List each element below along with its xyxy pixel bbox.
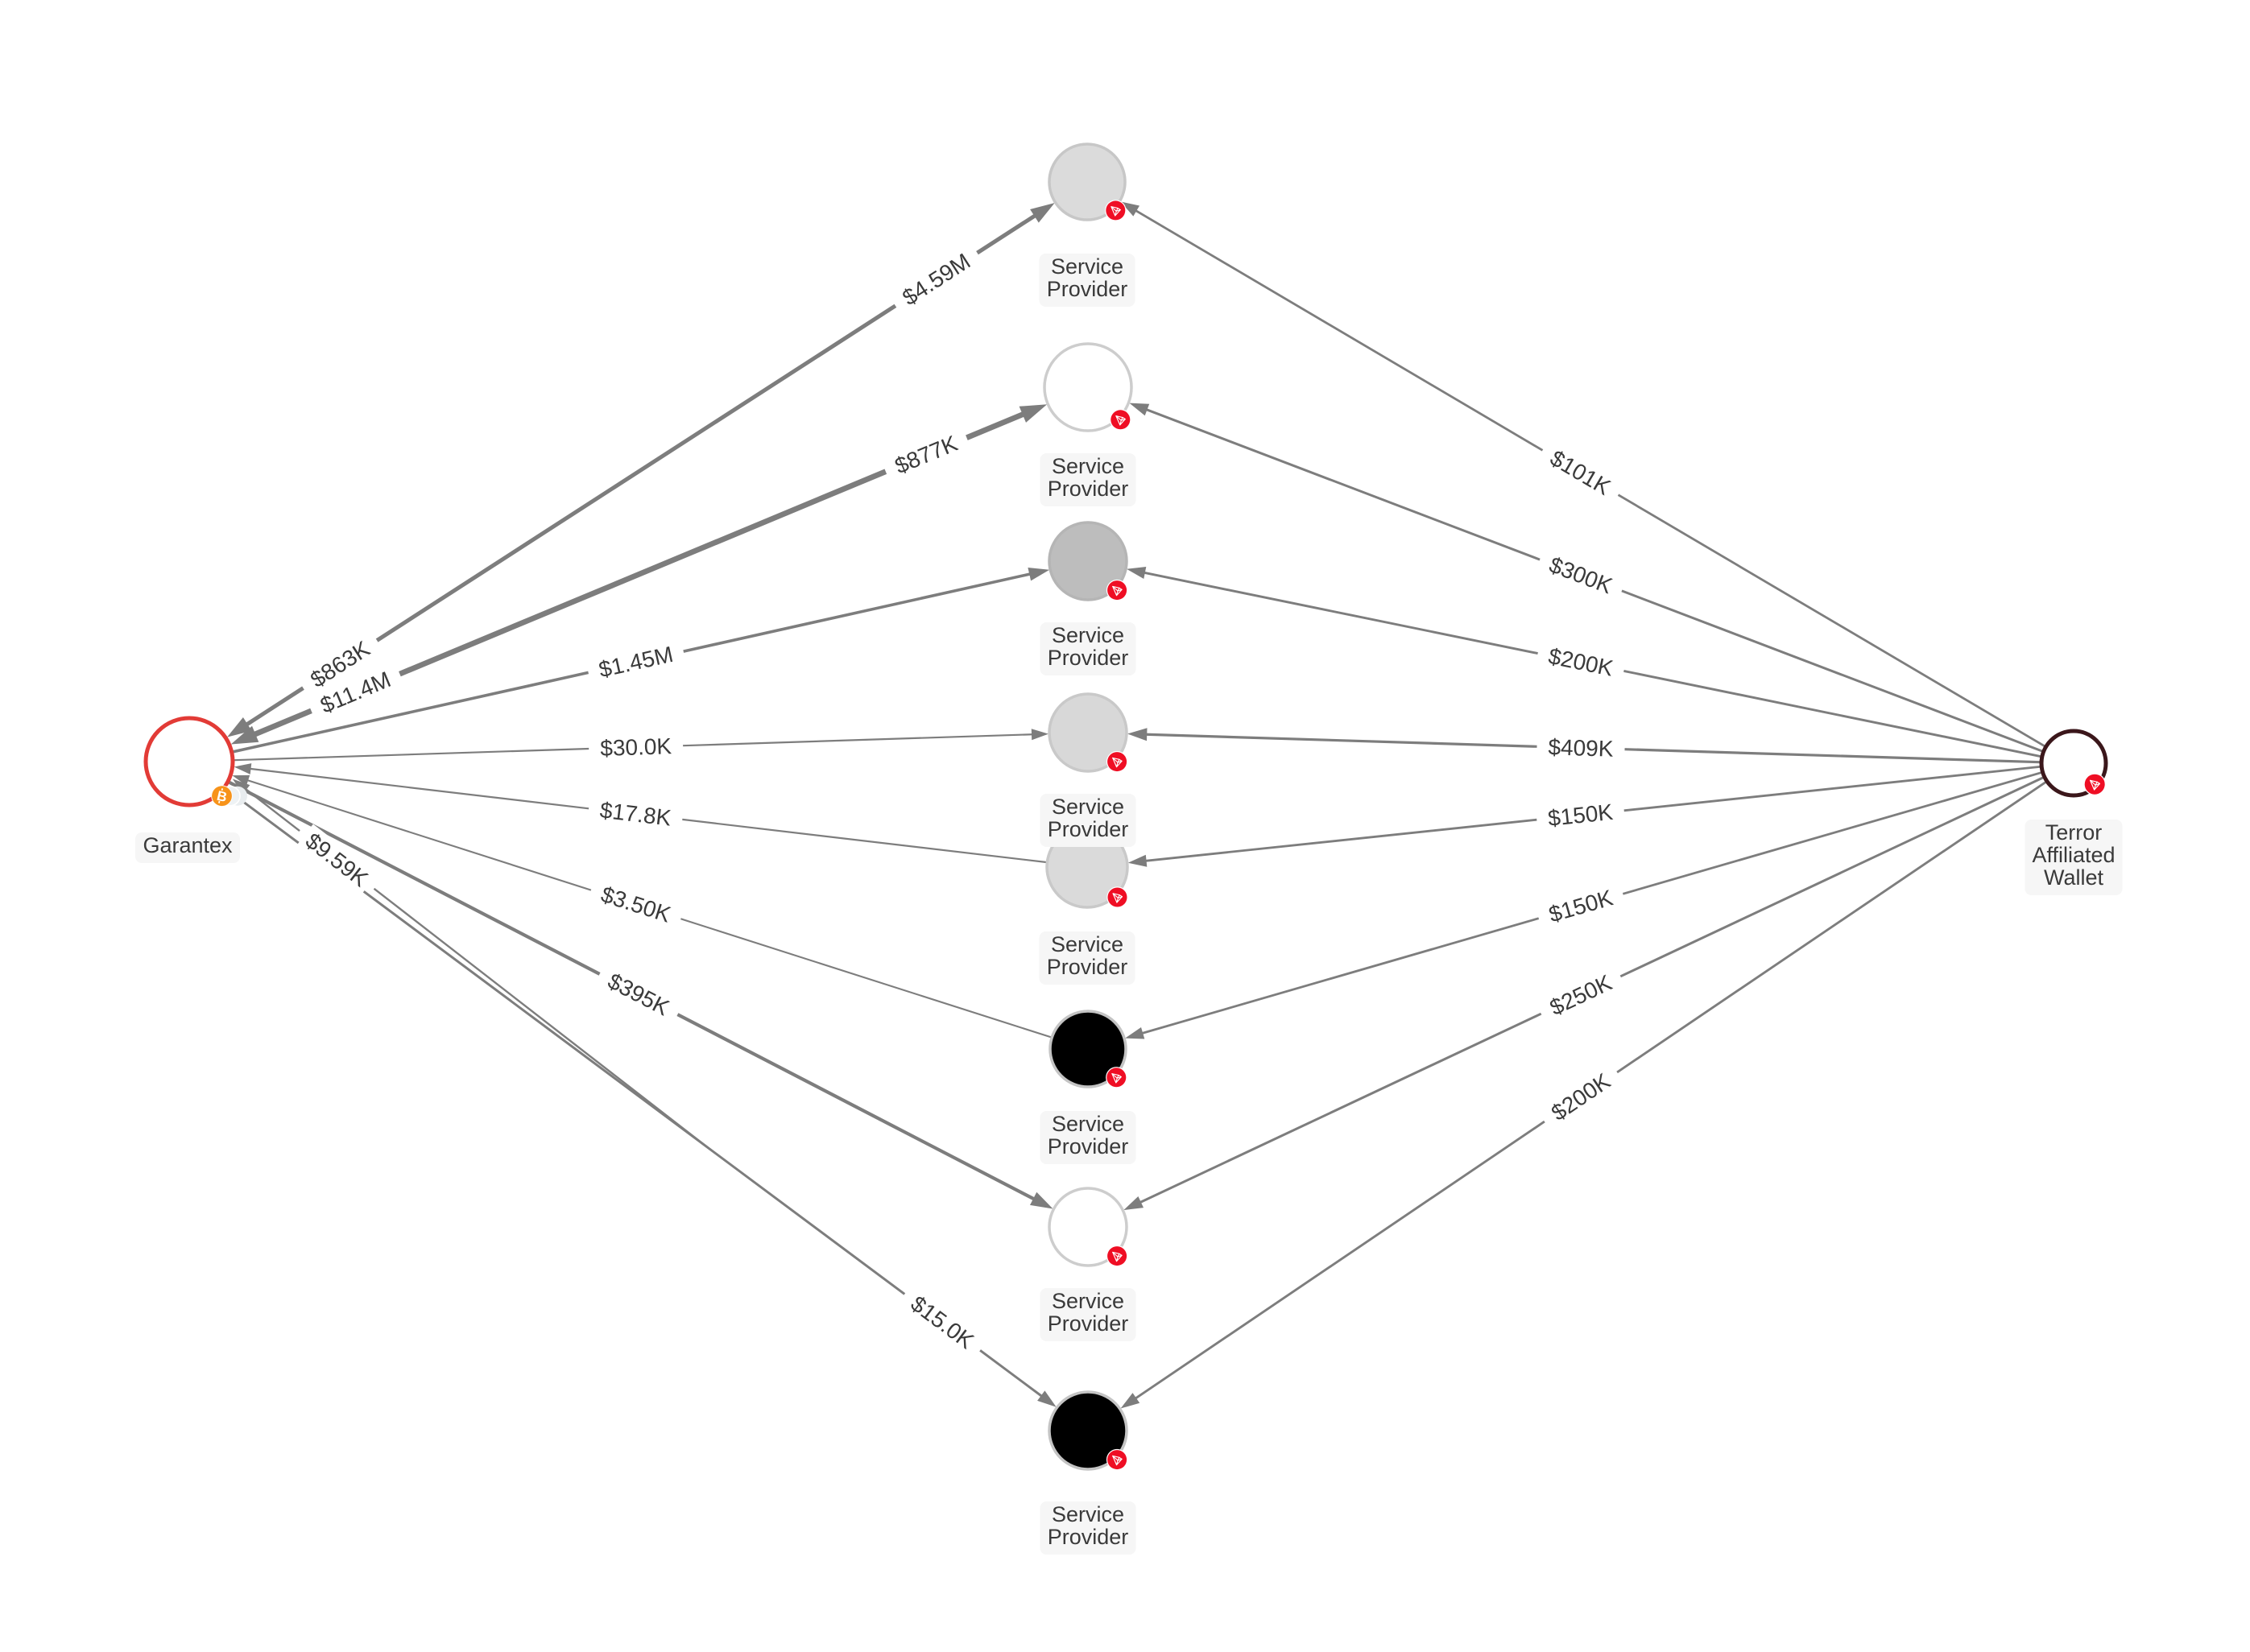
svg-text:Service: Service	[1052, 1112, 1124, 1136]
svg-text:Provider: Provider	[1048, 1311, 1129, 1336]
svg-text:Provider: Provider	[1048, 1134, 1129, 1158]
svg-text:Garantex: Garantex	[143, 833, 233, 857]
svg-text:B: B	[215, 788, 228, 805]
svg-text:Provider: Provider	[1048, 646, 1129, 670]
svg-text:Provider: Provider	[1048, 477, 1129, 501]
svg-text:Service: Service	[1051, 932, 1123, 956]
svg-text:Affiliated: Affiliated	[2032, 843, 2115, 867]
svg-text:Wallet: Wallet	[2044, 865, 2104, 890]
svg-text:Service: Service	[1052, 1502, 1124, 1526]
svg-text:Terror: Terror	[2045, 820, 2103, 845]
svg-text:Service: Service	[1052, 454, 1124, 478]
svg-text:$30.0K: $30.0K	[600, 733, 672, 761]
svg-text:Service: Service	[1051, 254, 1123, 279]
svg-text:Service: Service	[1052, 795, 1124, 819]
svg-text:Provider: Provider	[1048, 1525, 1129, 1549]
svg-text:Service: Service	[1052, 623, 1124, 647]
svg-text:Provider: Provider	[1048, 817, 1129, 841]
svg-text:$409K: $409K	[1548, 734, 1614, 762]
svg-text:Provider: Provider	[1047, 277, 1128, 301]
svg-text:Provider: Provider	[1047, 955, 1128, 979]
svg-text:Service: Service	[1052, 1289, 1124, 1313]
